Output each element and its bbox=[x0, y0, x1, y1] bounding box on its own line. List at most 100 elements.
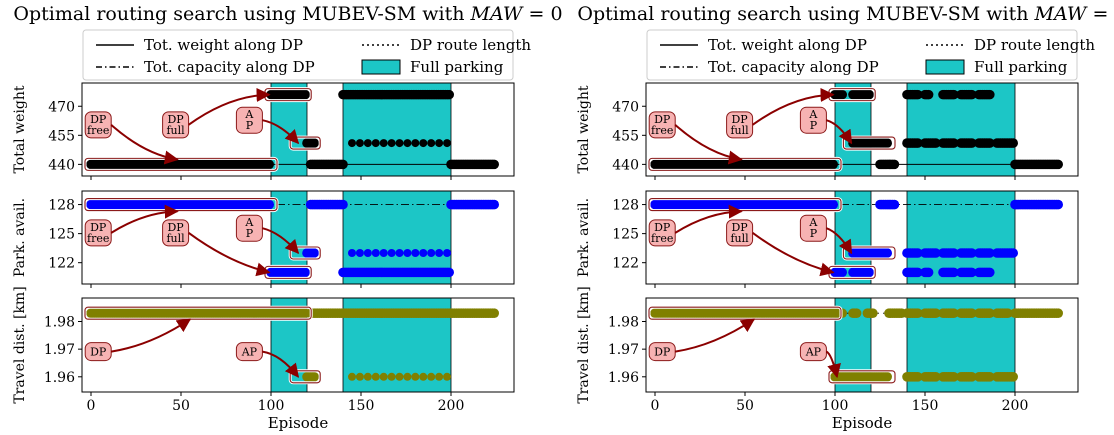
arrow-dp-full bbox=[752, 232, 835, 277]
data-point bbox=[395, 372, 404, 381]
data-point bbox=[363, 249, 372, 257]
data-point bbox=[1008, 248, 1018, 258]
data-point bbox=[395, 139, 404, 148]
y-tick-label: 128 bbox=[612, 198, 639, 214]
callout-text: DP bbox=[90, 113, 107, 126]
data-point bbox=[985, 248, 995, 258]
data-point bbox=[985, 308, 995, 319]
arrow-dp-free bbox=[674, 204, 743, 234]
highlight-box-0 bbox=[84, 306, 312, 320]
series-segment-18 bbox=[992, 371, 1018, 382]
y-tick-label: 1.98 bbox=[608, 315, 639, 331]
y-tick-label: 122 bbox=[612, 256, 639, 272]
chart-title: Optimal routing search using MUBEV-SM wi… bbox=[13, 3, 562, 25]
legend: Tot. weight along DP Tot. capacity along … bbox=[646, 29, 1095, 81]
series-segment-5 bbox=[446, 159, 500, 170]
data-point bbox=[444, 267, 455, 278]
data-point bbox=[949, 267, 959, 278]
series-segment-11 bbox=[920, 138, 941, 148]
series-segment-15 bbox=[938, 371, 959, 382]
data-point bbox=[435, 139, 444, 148]
series-segment-0 bbox=[86, 159, 275, 170]
data-point bbox=[387, 249, 396, 257]
data-point bbox=[419, 139, 428, 148]
x-tick-label: 50 bbox=[172, 398, 190, 414]
data-point bbox=[419, 249, 428, 257]
data-point bbox=[967, 248, 977, 258]
highlight-box-0 bbox=[648, 157, 842, 171]
data-point bbox=[967, 138, 977, 148]
callout-text: DP bbox=[654, 221, 671, 234]
callout-text: DP bbox=[731, 113, 748, 126]
arrow-dp-free bbox=[110, 124, 179, 165]
y-axis-label: Park. avail. bbox=[12, 198, 28, 277]
sparse-series-0 bbox=[348, 139, 452, 148]
series-segment-12 bbox=[938, 138, 959, 148]
legend-label: Tot. capacity along DP bbox=[144, 58, 315, 76]
series-segment-11 bbox=[1010, 308, 1063, 319]
callout-text: full bbox=[166, 124, 185, 137]
series-segment-3 bbox=[862, 308, 878, 319]
data-point bbox=[889, 199, 900, 210]
series-segment-1 bbox=[830, 308, 847, 319]
series-segment-11 bbox=[920, 248, 941, 258]
arrow-dp-full bbox=[188, 87, 271, 126]
series-segment-4 bbox=[875, 199, 900, 210]
data-point bbox=[411, 139, 420, 148]
data-point bbox=[949, 89, 959, 100]
data-point bbox=[403, 372, 412, 381]
panel-distance: DP AP 1.96 1.97 1.98 Travel dist. [km] 0 50 100 1… bbox=[12, 286, 515, 414]
callout-text: full bbox=[730, 232, 749, 245]
x-axis-label: Episode bbox=[832, 414, 893, 432]
data-point bbox=[371, 372, 380, 381]
data-point bbox=[889, 159, 900, 170]
callout-text: DP bbox=[90, 346, 107, 359]
legend-entry-0: Tot. weight along DP bbox=[96, 36, 303, 54]
data-point bbox=[443, 372, 452, 381]
series-segment-16 bbox=[1010, 159, 1063, 170]
data-point bbox=[985, 371, 995, 382]
series-segment-2 bbox=[848, 267, 874, 278]
legend-entry-1: Tot. capacity along DP bbox=[96, 58, 315, 76]
data-point bbox=[300, 267, 311, 278]
data-point bbox=[851, 308, 862, 319]
data-point bbox=[967, 371, 977, 382]
series-segment-15 bbox=[992, 138, 1018, 148]
x-tick-label: 0 bbox=[651, 398, 660, 414]
series-segment-6 bbox=[920, 308, 941, 319]
y-axis-label: Travel dist. [km] bbox=[576, 286, 592, 403]
callout-text: A bbox=[808, 108, 818, 121]
callout-text: DP bbox=[654, 346, 671, 359]
arrow-ap bbox=[825, 350, 841, 379]
callout-text: P bbox=[810, 119, 818, 132]
panel-frame bbox=[81, 82, 515, 177]
series-segment-8 bbox=[956, 267, 977, 278]
arrow-dp-full bbox=[188, 232, 271, 277]
series-segment-5 bbox=[902, 308, 923, 319]
data-point bbox=[931, 308, 941, 319]
callout-text: AP bbox=[241, 346, 258, 359]
data-point bbox=[411, 372, 420, 381]
x-tick-label: 150 bbox=[348, 398, 375, 414]
legend-label: Full parking bbox=[974, 58, 1068, 76]
series-segment-7 bbox=[938, 89, 959, 100]
data-point bbox=[1053, 159, 1063, 170]
series-segment-0 bbox=[86, 308, 275, 319]
data-point bbox=[427, 249, 436, 257]
x-tick-label: 0 bbox=[87, 398, 96, 414]
data-point bbox=[913, 371, 923, 382]
data-point bbox=[338, 159, 348, 170]
panel-frame bbox=[81, 190, 515, 285]
y-tick-label: 455 bbox=[48, 128, 75, 144]
y-tick-label: 128 bbox=[48, 198, 75, 214]
series-segment-1 bbox=[266, 267, 311, 278]
data-point bbox=[379, 372, 388, 381]
series-segment-13 bbox=[902, 371, 923, 382]
callout-text: full bbox=[730, 124, 749, 137]
